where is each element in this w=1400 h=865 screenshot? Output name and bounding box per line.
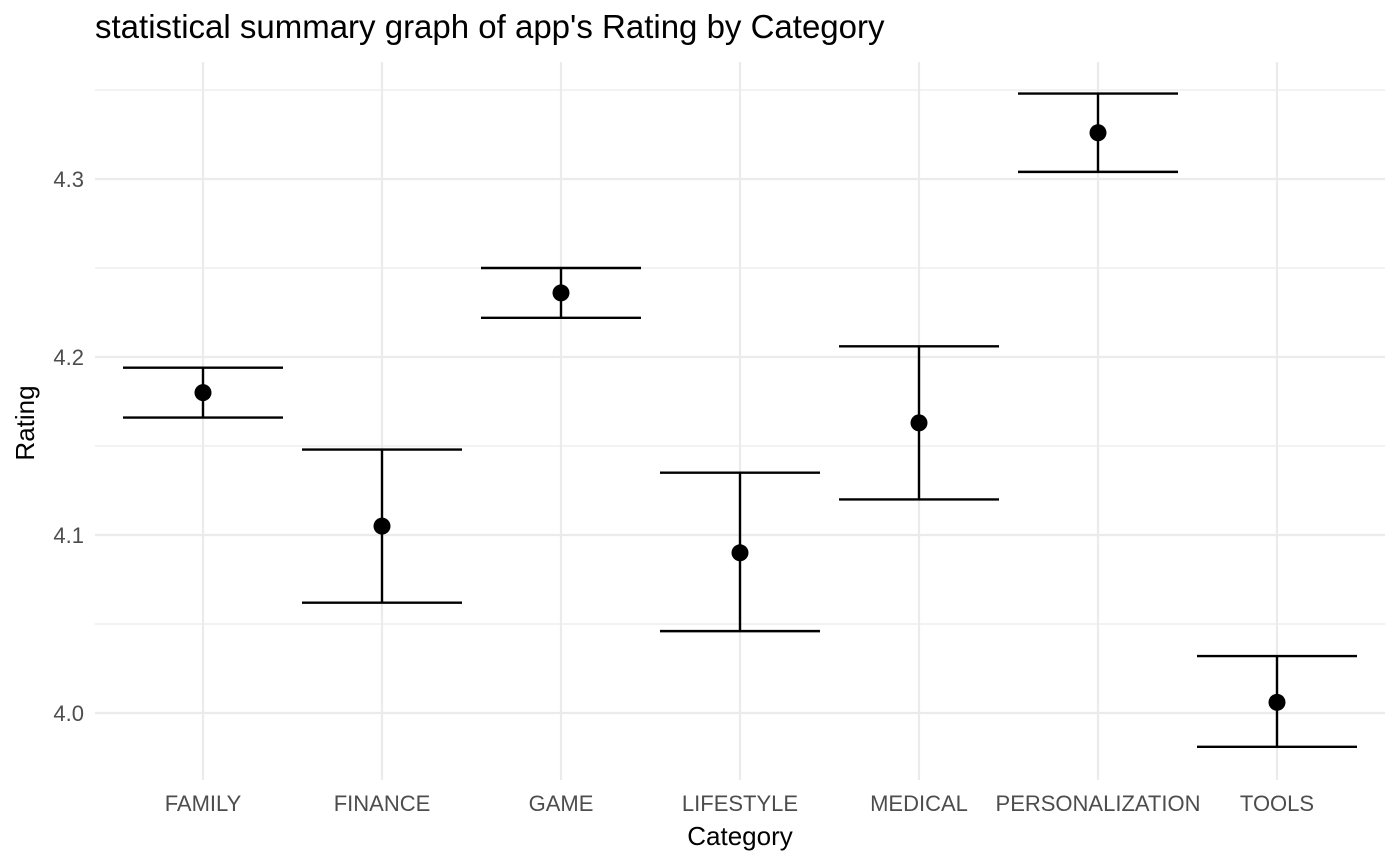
x-tick-label: MEDICAL: [870, 791, 968, 816]
x-tick-label: TOOLS: [1240, 791, 1314, 816]
x-tick-label: FINANCE: [334, 791, 431, 816]
mean-point: [1268, 693, 1286, 711]
y-tick-label: 4.0: [53, 701, 84, 726]
x-tick-label: LIFESTYLE: [682, 791, 798, 816]
x-tick-label: GAME: [529, 791, 594, 816]
mean-point: [194, 384, 212, 402]
mean-point: [373, 517, 391, 535]
y-tick-label: 4.2: [53, 345, 84, 370]
mean-point: [552, 284, 570, 302]
x-tick-label: FAMILY: [165, 791, 242, 816]
x-tick-label: PERSONALIZATION: [996, 791, 1201, 816]
y-tick-labels: 4.0 4.1 4.2 4.3: [53, 167, 84, 726]
y-tick-label: 4.3: [53, 167, 84, 192]
y-tick-label: 4.1: [53, 523, 84, 548]
grid-major: [95, 62, 1385, 780]
mean-point: [910, 414, 928, 432]
chart-title: statistical summary graph of app's Ratin…: [95, 8, 885, 45]
mean-point: [731, 544, 749, 562]
y-axis-title: Rating: [10, 385, 40, 460]
x-tick-labels: FAMILY FINANCE GAME LIFESTYLE MEDICAL PERSONA…: [165, 791, 1314, 816]
mean-point: [1089, 124, 1107, 142]
points: [194, 124, 1286, 711]
x-axis-title: Category: [687, 821, 793, 851]
